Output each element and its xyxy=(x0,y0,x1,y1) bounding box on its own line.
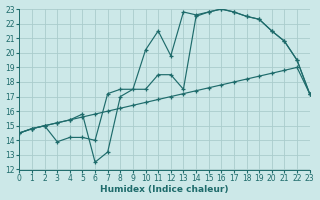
X-axis label: Humidex (Indice chaleur): Humidex (Indice chaleur) xyxy=(100,185,229,194)
